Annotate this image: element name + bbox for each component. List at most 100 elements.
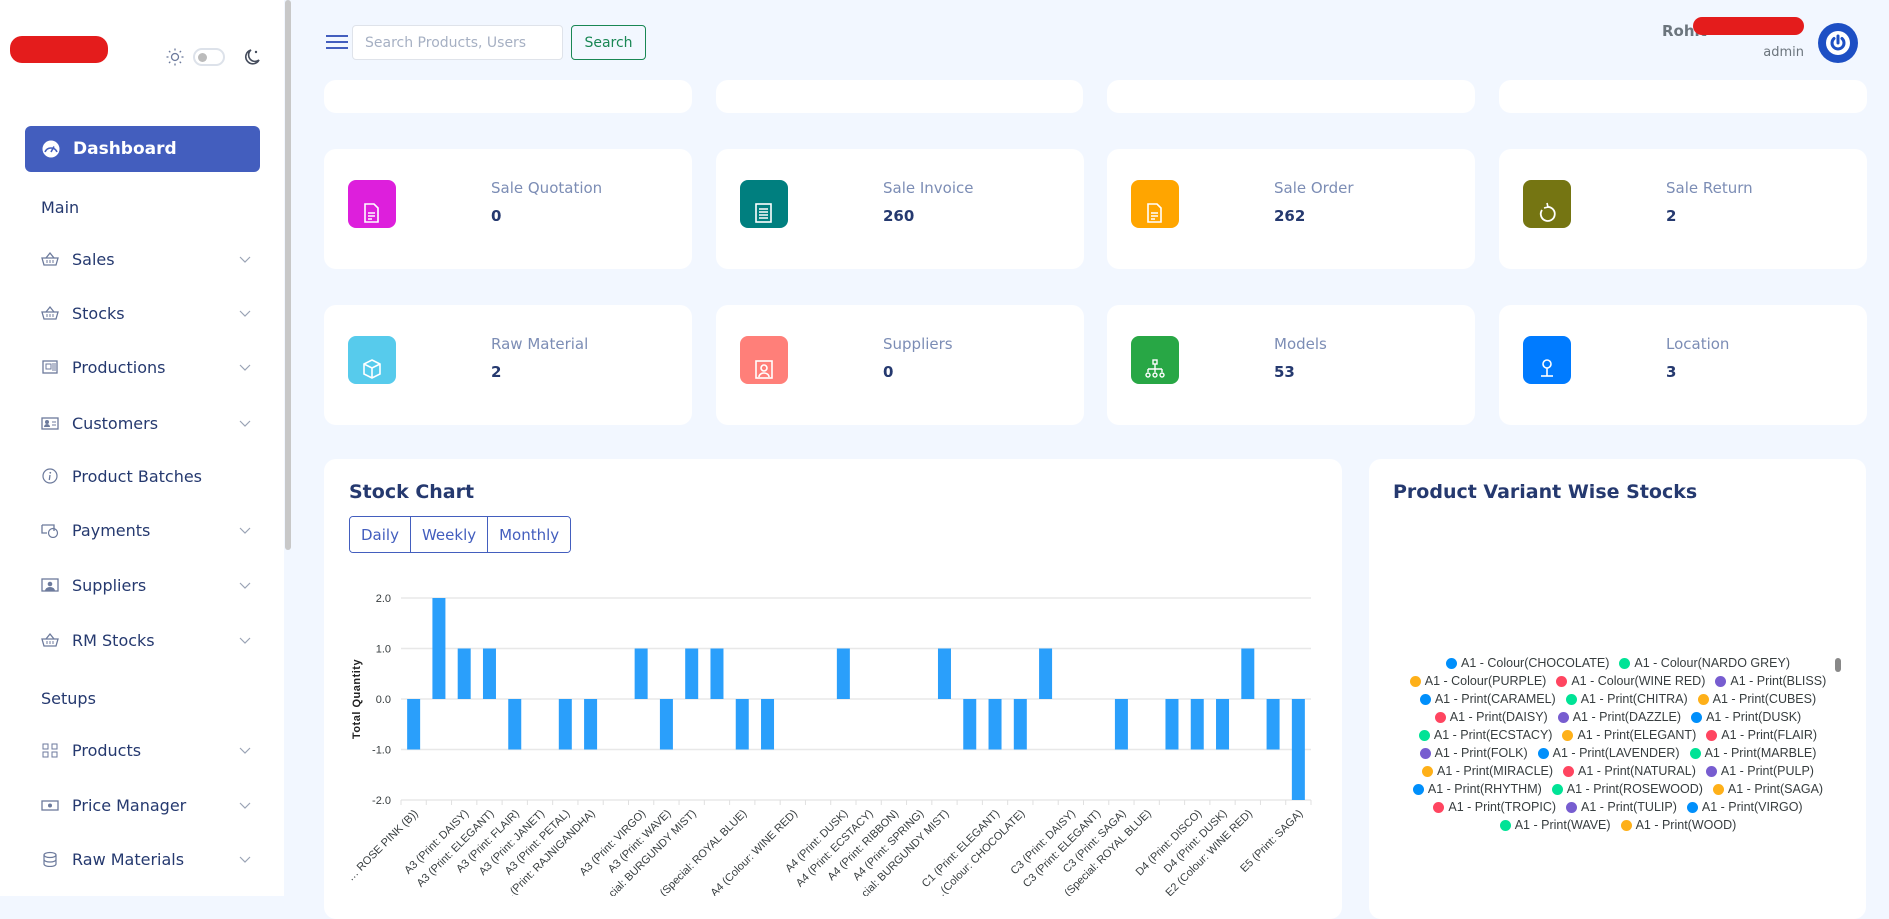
legend-item[interactable]: A1 - Print(DUSK)	[1691, 709, 1801, 725]
variant-legend: A1 - Colour(CHOCOLATE) A1 - Colour(NARDO …	[1393, 655, 1843, 834]
sidebar-item-productions[interactable]: Productions	[41, 352, 251, 382]
legend-item[interactable]: A1 - Print(MIRACLE)	[1422, 763, 1553, 779]
y-tick-label: -2.0	[372, 795, 391, 807]
legend-item[interactable]: A1 - Colour(CHOCOLATE)	[1445, 655, 1610, 671]
legend-item[interactable]: A1 - Print(ELEGANT)	[1562, 727, 1696, 743]
sidebar-scrollbar[interactable]	[285, 0, 291, 550]
search-button[interactable]: Search	[571, 25, 646, 60]
stat-value: 260	[883, 207, 915, 225]
variant-stocks-card	[1369, 459, 1866, 919]
person-badge-icon	[740, 336, 788, 384]
menu-toggle-icon[interactable]	[326, 35, 348, 53]
stat-label: Models	[1274, 335, 1327, 353]
legend-label: A1 - Print(SAGA)	[1727, 782, 1824, 796]
legend-item[interactable]: A1 - Print(DAISY)	[1434, 709, 1548, 725]
stat-value: 2	[1666, 207, 1677, 225]
legend-item[interactable]: A1 - Print(FLAIR)	[1706, 727, 1817, 743]
legend-marker	[1445, 657, 1457, 669]
legend-item[interactable]: A1 - Print(NATURAL)	[1563, 763, 1696, 779]
search-input[interactable]	[352, 25, 563, 60]
legend-item[interactable]: A1 - Print(LAVENDER)	[1537, 745, 1680, 761]
legend-item[interactable]: A1 - Colour(PURPLE)	[1409, 673, 1547, 689]
stat-card-raw-material[interactable]: Raw Material 2	[324, 305, 692, 425]
sidebar-item-payments[interactable]: Payments	[41, 515, 251, 545]
stat-card-sale-return[interactable]: Sale Return 2	[1499, 149, 1867, 269]
period-weekly-button[interactable]: Weekly	[410, 517, 489, 552]
bar	[432, 598, 446, 699]
legend-marker	[1419, 693, 1431, 705]
bar	[735, 699, 749, 750]
legend-item[interactable]: A1 - Print(CHITRA)	[1565, 691, 1688, 707]
person-card-icon	[41, 415, 59, 431]
variant-stocks-title: Product Variant Wise Stocks	[1393, 481, 1698, 503]
legend-label: A1 - Print(TULIP)	[1581, 800, 1677, 814]
sidebar-item-rm-stocks[interactable]: RM Stocks	[41, 625, 251, 655]
legend-item[interactable]: A1 - Print(ROSEWOOD)	[1551, 781, 1703, 797]
chevron-down-icon	[239, 637, 251, 644]
legend-marker	[1557, 711, 1569, 723]
sidebar-item-customers[interactable]: Customers	[41, 408, 251, 438]
legend-item[interactable]: A1 - Print(WAVE)	[1499, 817, 1611, 833]
stat-value: 53	[1274, 363, 1295, 381]
stat-card-sale-quotation[interactable]: Sale Quotation 0	[324, 149, 692, 269]
legend-scrollbar[interactable]	[1835, 658, 1841, 672]
legend-marker	[1563, 765, 1575, 777]
stat-card-partial	[1107, 80, 1475, 113]
legend-item[interactable]: A1 - Print(VIRGO)	[1686, 799, 1803, 815]
bar	[1216, 699, 1230, 750]
legend-label: A1 - Print(CHITRA)	[1580, 692, 1688, 706]
legend-label: A1 - Print(FLAIR)	[1721, 728, 1818, 742]
stat-value: 2	[491, 363, 502, 381]
period-monthly-button[interactable]: Monthly	[488, 517, 571, 552]
sidebar-item-stocks[interactable]: Stocks	[41, 298, 251, 328]
legend-item[interactable]: A1 - Print(ECSTACY)	[1418, 727, 1553, 743]
legend-label: A1 - Print(ECSTACY)	[1433, 728, 1553, 742]
chevron-down-icon	[239, 802, 251, 809]
y-tick-label: -1.0	[372, 745, 391, 757]
legend-item[interactable]: A1 - Print(CUBES)	[1697, 691, 1816, 707]
avatar[interactable]	[1818, 23, 1858, 63]
legend-item[interactable]: A1 - Print(PULP)	[1705, 763, 1814, 779]
stat-card-location[interactable]: Location 3	[1499, 305, 1867, 425]
user-name-redacted	[1693, 17, 1804, 35]
legend-item[interactable]: A1 - Print(BLISS)	[1715, 673, 1826, 689]
legend-label: A1 - Colour(PURPLE)	[1424, 674, 1547, 688]
legend-item[interactable]: A1 - Print(FOLK)	[1419, 745, 1528, 761]
legend-marker	[1686, 801, 1698, 813]
bar	[988, 699, 1002, 750]
legend-item[interactable]: A1 - Print(TULIP)	[1566, 799, 1677, 815]
sidebar-item-sales[interactable]: Sales	[41, 244, 251, 274]
stat-card-sale-order[interactable]: Sale Order 262	[1107, 149, 1475, 269]
bar	[1241, 648, 1255, 699]
legend-label: A1 - Colour(CHOCOLATE)	[1460, 656, 1610, 670]
legend-marker	[1412, 783, 1424, 795]
legend-item[interactable]: A1 - Print(RHYTHM)	[1412, 781, 1542, 797]
sidebar-item-label: Price Manager	[72, 795, 187, 815]
moon-icon	[245, 49, 260, 65]
theme-toggle[interactable]	[193, 48, 225, 66]
legend-item[interactable]: A1 - Print(WOOD)	[1620, 817, 1736, 833]
cash-coin-icon	[41, 522, 59, 538]
sidebar-item-dashboard[interactable]: Dashboard	[25, 126, 260, 172]
legend-item[interactable]: A1 - Print(DAZZLE)	[1557, 709, 1681, 725]
legend-item[interactable]: A1 - Print(TROPIC)	[1433, 799, 1556, 815]
legend-item[interactable]: A1 - Print(CARAMEL)	[1419, 691, 1556, 707]
cash-icon	[41, 797, 59, 813]
sidebar-item-label: Customers	[72, 413, 159, 433]
stat-card-sale-invoice[interactable]: Sale Invoice 260	[716, 149, 1084, 269]
legend-item[interactable]: A1 - Colour(NARDO GREY)	[1619, 655, 1790, 671]
legend-item[interactable]: A1 - Print(MARBLE)	[1689, 745, 1816, 761]
sidebar-item-price-manager[interactable]: Price Manager	[41, 790, 251, 820]
period-daily-button[interactable]: Daily	[350, 517, 411, 552]
sidebar-item-product-batches[interactable]: Product Batches	[41, 461, 251, 491]
y-tick-label: 1.0	[376, 644, 391, 656]
legend-item[interactable]: A1 - Print(SAGA)	[1712, 781, 1824, 797]
legend-item[interactable]: A1 - Colour(WINE RED)	[1556, 673, 1705, 689]
legend-marker	[1565, 693, 1577, 705]
stat-card-suppliers[interactable]: Suppliers 0	[716, 305, 1084, 425]
sidebar-item-suppliers[interactable]: Suppliers	[41, 570, 251, 600]
sidebar-item-products[interactable]: Products	[41, 735, 251, 765]
sidebar-item-raw-materials[interactable]: Raw Materials	[41, 844, 251, 874]
stat-label: Suppliers	[883, 335, 953, 353]
stat-card-models[interactable]: Models 53	[1107, 305, 1475, 425]
